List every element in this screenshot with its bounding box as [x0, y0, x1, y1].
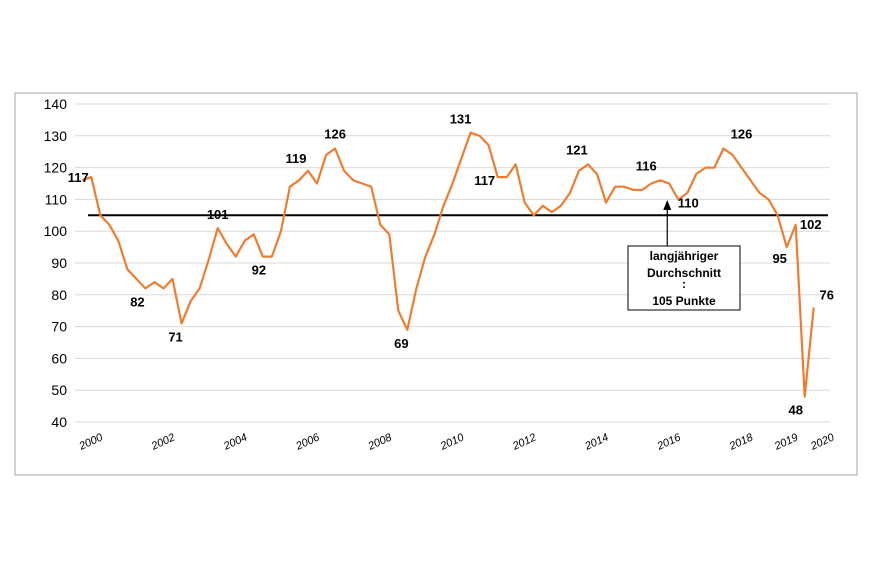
data-label: 48	[789, 403, 803, 418]
annotation-text: Durchschnitt	[647, 266, 721, 280]
y-tick-label: 140	[44, 96, 68, 112]
data-label: 131	[450, 112, 472, 127]
y-tick-label: 70	[51, 319, 67, 335]
series-layer	[81, 131, 815, 398]
data-label: 102	[800, 217, 822, 232]
annotation-text: :	[682, 277, 686, 291]
data-label: 69	[394, 336, 408, 351]
y-tick-label: 130	[44, 128, 68, 144]
series-line	[81, 131, 815, 398]
y-axis-ticks: 40 50 60 70 80 90 100 110 120 130 140	[44, 96, 68, 430]
data-label: 95	[772, 251, 786, 266]
y-tick-label: 90	[51, 255, 67, 271]
annotation-arrow-head	[663, 200, 672, 210]
annotation-text: 105 Punkte	[652, 294, 716, 308]
data-label: 119	[286, 151, 307, 166]
data-label: 116	[636, 158, 657, 173]
data-label: 121	[566, 142, 588, 157]
annotation-text: langjähriger	[650, 249, 719, 263]
y-tick-label: 50	[51, 382, 67, 398]
average-annotation: langjähriger Durchschnitt: 105 Punkte	[627, 200, 741, 311]
y-tick-label: 40	[51, 414, 67, 430]
data-label: 126	[324, 127, 346, 142]
data-label: 92	[252, 263, 266, 278]
data-label: 82	[130, 294, 144, 309]
data-label: 117	[474, 173, 495, 188]
data-label: 71	[168, 329, 182, 344]
y-tick-label: 80	[51, 287, 67, 303]
data-label: 101	[207, 207, 229, 222]
data-labels: 117 82 71 101 92 119 126 69 131 117 121 116 110 126 95…	[68, 112, 834, 418]
data-label: 126	[731, 127, 753, 142]
y-tick-label: 60	[51, 350, 67, 366]
y-tick-label: 100	[44, 223, 68, 239]
y-tick-label: 120	[44, 160, 68, 176]
data-label: 117	[68, 170, 89, 185]
y-tick-label: 110	[45, 191, 68, 207]
data-label: 76	[820, 288, 834, 303]
data-label: 110	[678, 195, 699, 210]
annotation-box	[627, 245, 741, 311]
